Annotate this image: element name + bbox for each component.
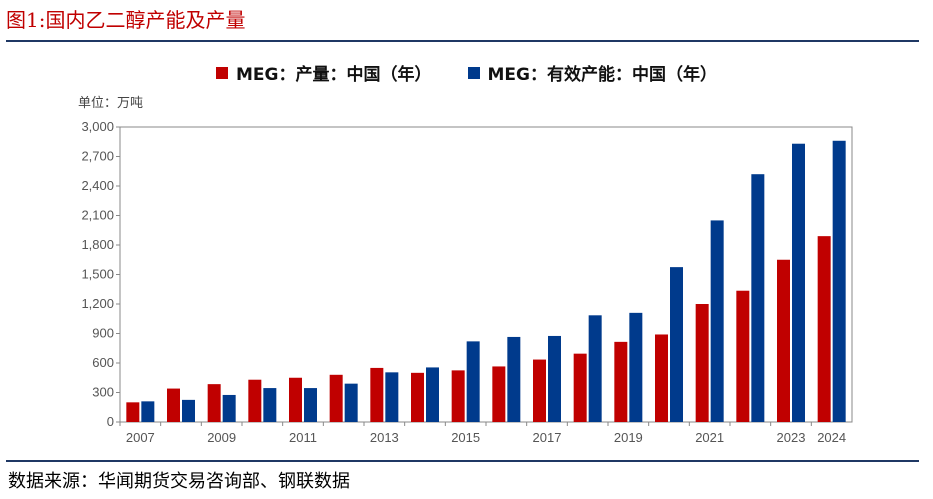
y-tick-label: 1,800 xyxy=(81,237,114,252)
bar-production xyxy=(817,236,831,422)
bar-production xyxy=(695,304,709,422)
legend-label-production: MEG：产量：中国（年） xyxy=(236,65,432,85)
bar-capacity xyxy=(792,143,805,422)
bar-production xyxy=(207,384,221,422)
y-tick-label: 3,000 xyxy=(81,119,114,134)
bar-capacity xyxy=(466,341,480,422)
bar-capacity xyxy=(222,394,236,422)
y-tick-label: 1,200 xyxy=(81,296,114,311)
bar-capacity xyxy=(629,312,643,422)
bar-capacity xyxy=(182,399,195,422)
source-note: 数据来源：华闻期货交易咨询部、钢联数据 xyxy=(8,471,350,492)
x-tick-label: 2019 xyxy=(614,430,643,445)
y-tick-label: 2,400 xyxy=(81,178,114,193)
y-tick-label: 1,500 xyxy=(81,267,114,282)
x-tick-label: 2009 xyxy=(207,430,236,445)
y-tick-label: 300 xyxy=(92,385,114,400)
bar-production xyxy=(167,388,180,422)
legend-swatch-capacity xyxy=(467,66,480,79)
legend-label-capacity: MEG：有效产能：中国（年） xyxy=(487,65,717,85)
x-tick-label: 2013 xyxy=(370,430,399,445)
bar-capacity xyxy=(507,336,521,422)
bar-production xyxy=(411,372,424,422)
bar-capacity xyxy=(385,372,399,422)
bar-production xyxy=(655,334,668,422)
bar-capacity xyxy=(141,401,155,422)
bar-production xyxy=(777,259,790,422)
legend-item-production: MEG：产量：中国（年） xyxy=(216,60,432,85)
bar-capacity xyxy=(344,383,358,422)
bar-capacity xyxy=(548,335,561,422)
x-tick-label: 2017 xyxy=(533,430,562,445)
bar-production xyxy=(370,367,384,422)
bar-production xyxy=(492,366,506,422)
bar-production xyxy=(614,341,628,422)
x-tick-label: 2011 xyxy=(289,430,317,445)
bar-capacity xyxy=(263,388,277,422)
y-tick-label: 900 xyxy=(92,326,114,341)
bar-production xyxy=(533,359,546,422)
chart-legend: MEG：产量：中国（年） MEG：有效产能：中国（年） xyxy=(0,60,933,85)
bar-production xyxy=(126,402,140,422)
y-tick-label: 2,700 xyxy=(81,149,114,164)
figure-title: 图1:国内乙二醇产能及产量 xyxy=(6,8,246,32)
legend-item-capacity: MEG：有效产能：中国（年） xyxy=(467,60,717,85)
bar-production xyxy=(329,374,343,422)
bar-capacity xyxy=(832,140,846,422)
bar-production xyxy=(451,370,465,422)
bar-capacity xyxy=(751,174,765,422)
bar-capacity xyxy=(304,388,317,422)
bar-production xyxy=(289,377,302,422)
x-tick-label: 2023 xyxy=(777,430,806,445)
x-tick-label: 2021 xyxy=(695,430,724,445)
bar-capacity xyxy=(670,267,683,422)
source-rule xyxy=(6,460,919,462)
x-tick-label: 2024 xyxy=(817,430,846,445)
bar-production xyxy=(736,290,750,422)
y-tick-label: 0 xyxy=(107,414,114,429)
x-tick-label: 2015 xyxy=(451,430,480,445)
y-tick-label: 2,100 xyxy=(81,208,114,223)
legend-swatch-production xyxy=(216,66,229,79)
bar-production xyxy=(248,379,262,422)
unit-label: 单位：万吨 xyxy=(78,96,144,111)
x-tick-label: 2007 xyxy=(126,430,155,445)
y-tick-label: 600 xyxy=(92,355,114,370)
bar-capacity xyxy=(426,367,439,422)
bar-capacity xyxy=(588,315,602,422)
bar-capacity xyxy=(710,220,724,422)
title-rule xyxy=(6,40,919,42)
bar-production xyxy=(573,353,587,422)
